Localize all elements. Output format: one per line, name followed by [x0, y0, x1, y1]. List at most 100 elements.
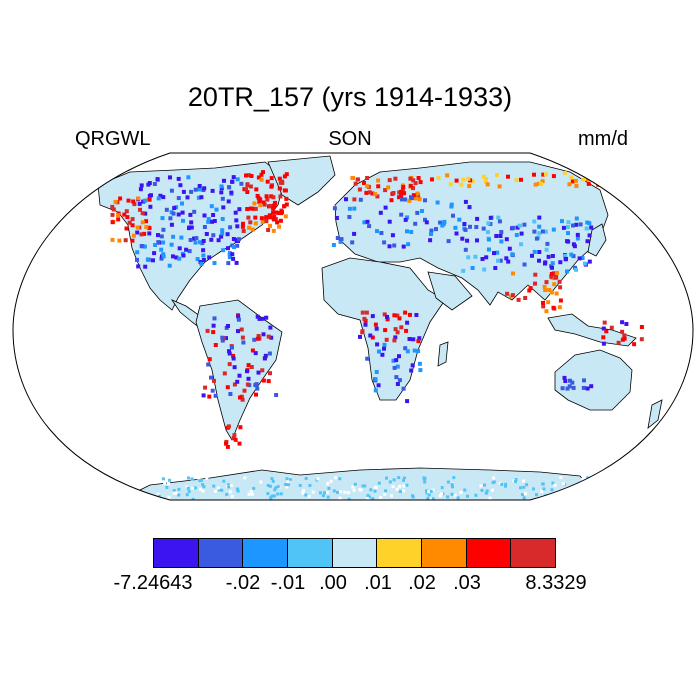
grid-cell	[589, 384, 594, 389]
grid-cell	[375, 342, 380, 347]
grid-cell	[616, 340, 621, 345]
grid-cell	[187, 476, 190, 480]
grid-cell	[271, 479, 275, 483]
grid-cell	[140, 211, 145, 216]
grid-cell	[265, 179, 270, 184]
grid-cell	[205, 328, 210, 333]
grid-cell	[338, 477, 342, 481]
grid-cell	[238, 425, 243, 430]
grid-cell	[343, 490, 347, 494]
grid-cell	[365, 219, 370, 224]
grid-cell	[117, 238, 122, 243]
grid-cell	[466, 494, 469, 498]
grid-cell	[206, 219, 211, 224]
grid-cell	[240, 224, 245, 229]
grid-cell	[385, 476, 388, 480]
grid-cell	[245, 207, 250, 211]
grid-cell	[550, 254, 555, 258]
grid-cell	[540, 490, 544, 494]
grid-cell	[123, 238, 128, 243]
grid-cell	[537, 224, 542, 229]
grid-cell	[201, 239, 206, 243]
grid-cell	[370, 191, 375, 196]
grid-cell	[169, 242, 174, 247]
grid-cell	[581, 385, 586, 390]
grid-cell	[547, 288, 552, 292]
grid-cell	[352, 231, 357, 236]
grid-cell	[249, 489, 253, 493]
grid-cell	[249, 174, 254, 178]
grid-cell	[532, 249, 537, 254]
grid-cell	[541, 172, 546, 177]
grid-cell	[562, 375, 567, 380]
grid-cell	[525, 483, 529, 487]
grid-cell	[284, 172, 289, 177]
grid-cell	[393, 327, 398, 332]
grid-cell	[362, 181, 366, 185]
grid-cell	[563, 257, 568, 262]
grid-cell	[585, 177, 590, 182]
grid-cell	[609, 325, 614, 330]
grid-cell	[274, 210, 279, 215]
grid-cell	[136, 196, 141, 201]
grid-cell	[277, 224, 282, 229]
grid-cell	[555, 270, 560, 275]
grid-cell	[203, 385, 208, 390]
grid-cell	[210, 188, 215, 193]
grid-cell	[131, 199, 136, 204]
grid-cell	[571, 242, 576, 247]
grid-cell	[269, 184, 274, 189]
grid-cell	[245, 190, 250, 194]
grid-cell	[571, 385, 576, 390]
grid-cell	[474, 493, 478, 497]
maritime-asia-landmass	[547, 313, 637, 347]
grid-cell	[379, 495, 383, 499]
grid-cell	[192, 486, 196, 490]
map-content	[97, 155, 663, 500]
grid-cell	[532, 219, 537, 224]
grid-cell	[249, 365, 254, 369]
grid-cell	[505, 291, 510, 296]
grid-cell	[565, 269, 569, 274]
grid-cell	[367, 190, 372, 195]
grid-cell	[377, 349, 381, 354]
grid-cell	[399, 325, 404, 330]
grid-cell	[192, 236, 196, 241]
grid-cell	[116, 217, 121, 222]
grid-cell	[535, 493, 538, 497]
grid-cell	[274, 486, 278, 490]
grid-cell	[425, 491, 429, 495]
grid-cell	[327, 486, 331, 490]
grid-cell	[143, 211, 148, 216]
grid-cell	[237, 373, 242, 378]
grid-cell	[255, 314, 260, 319]
grid-cell	[253, 215, 258, 220]
grid-cell	[371, 497, 375, 500]
grid-cell	[264, 315, 269, 320]
grid-cell	[269, 176, 274, 181]
grid-cell	[325, 491, 329, 494]
grid-cell	[543, 288, 548, 293]
grid-cell	[399, 197, 404, 202]
grid-cell	[268, 325, 273, 330]
grid-cell	[231, 175, 236, 180]
grid-cell	[402, 489, 406, 493]
grid-cell	[369, 488, 373, 492]
grid-cell	[235, 487, 239, 491]
grid-cell	[220, 196, 225, 201]
grid-cell	[537, 250, 542, 254]
grid-cell	[397, 195, 401, 200]
grid-cell	[498, 258, 503, 263]
grid-cell	[454, 231, 459, 236]
grid-cell	[177, 256, 182, 261]
grid-cell	[498, 234, 503, 238]
grid-cell	[246, 215, 251, 220]
grid-cell	[269, 496, 273, 500]
grid-cell	[510, 293, 515, 298]
grid-cell	[486, 230, 490, 235]
grid-cell	[392, 478, 396, 482]
grid-cell	[565, 239, 570, 244]
grid-cell	[549, 274, 554, 279]
grid-cell	[563, 379, 568, 383]
grid-cell	[440, 492, 444, 496]
